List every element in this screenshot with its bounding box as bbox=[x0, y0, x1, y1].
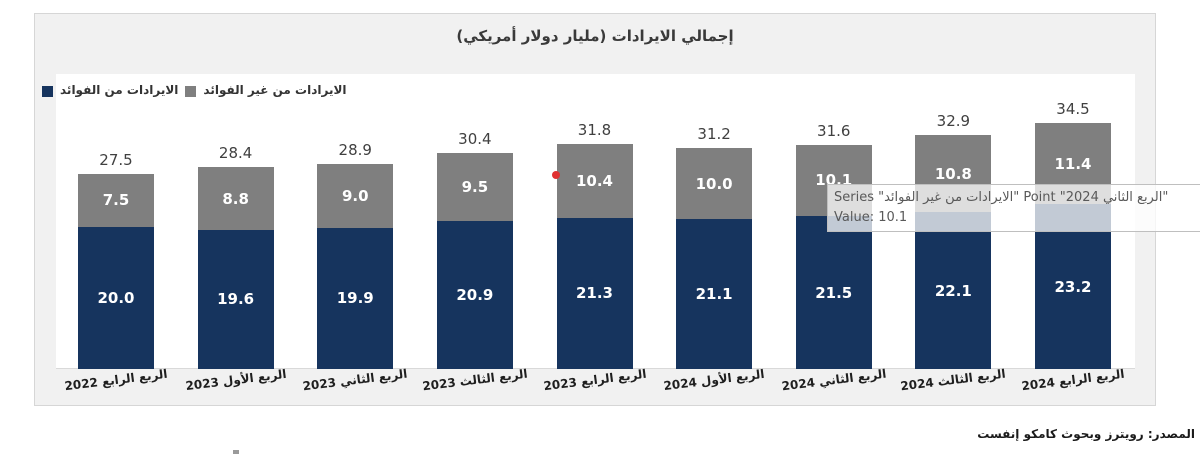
tooltip-value: 10.1 bbox=[878, 210, 908, 225]
bar-segment-non-interest[interactable]: 8.8 bbox=[197, 167, 274, 230]
bar-segment-non-interest[interactable]: 10.4 bbox=[556, 143, 633, 218]
source-text: المصدر: رويترز وبحوث كامكو إنفست bbox=[977, 427, 1195, 441]
legend-swatch-non-interest-icon bbox=[185, 86, 197, 97]
red-marker-dot bbox=[552, 171, 560, 179]
total-label: 34.5 bbox=[1056, 100, 1090, 119]
tooltip-value-label: Value: bbox=[834, 210, 875, 225]
total-label: 31.6 bbox=[817, 121, 851, 140]
bar-segment-non-interest[interactable]: 7.5 bbox=[78, 173, 154, 227]
total-label: 31.8 bbox=[577, 120, 612, 139]
bar-segment-interest[interactable]: 21.3 bbox=[556, 217, 633, 369]
bar-segment-interest[interactable]: 22.1 bbox=[915, 212, 992, 369]
legend-swatch-interest-icon bbox=[42, 86, 53, 97]
tooltip-value-line: Value: 10.1 bbox=[834, 208, 1200, 228]
chart-legend[interactable]: الايرادات من الفوائد الايرادات من غير الف… bbox=[42, 80, 349, 100]
bar-segment-non-interest[interactable]: 9.5 bbox=[436, 153, 513, 221]
bar-segment-interest[interactable]: 21.5 bbox=[795, 216, 872, 369]
legend-label-non-interest[interactable]: الايرادات من غير الفوائد bbox=[203, 83, 347, 97]
bar-segment-interest[interactable]: 19.9 bbox=[317, 227, 394, 369]
total-label: 32.9 bbox=[936, 112, 971, 131]
chart-title: إجمالي الايرادات (مليار دولار أمريكي) bbox=[456, 27, 734, 45]
bar-segment-interest[interactable]: 21.1 bbox=[676, 219, 753, 369]
tooltip-series-line: Series "الايرادات من غير الفوائد" Point … bbox=[834, 190, 1169, 205]
total-label: 27.5 bbox=[99, 150, 133, 169]
bar-segment-non-interest[interactable]: 9.0 bbox=[317, 163, 394, 228]
legend-label-interest[interactable]: الايرادات من الفوائد bbox=[60, 83, 179, 97]
total-label: 28.4 bbox=[218, 144, 253, 163]
total-label: 31.2 bbox=[697, 125, 731, 144]
excel-hover-tooltip: Series "الايرادات من غير الفوائد" Point … bbox=[827, 184, 1200, 232]
bar-segment-interest[interactable]: 20.9 bbox=[436, 220, 513, 369]
bar-segment-non-interest[interactable]: 10.0 bbox=[676, 148, 753, 220]
clipped-artifact bbox=[233, 450, 239, 454]
bar-segment-interest[interactable]: 20.0 bbox=[78, 227, 154, 369]
total-label: 28.9 bbox=[338, 140, 372, 159]
bar-segment-interest[interactable]: 19.6 bbox=[197, 229, 274, 369]
total-label: 30.4 bbox=[458, 130, 492, 149]
